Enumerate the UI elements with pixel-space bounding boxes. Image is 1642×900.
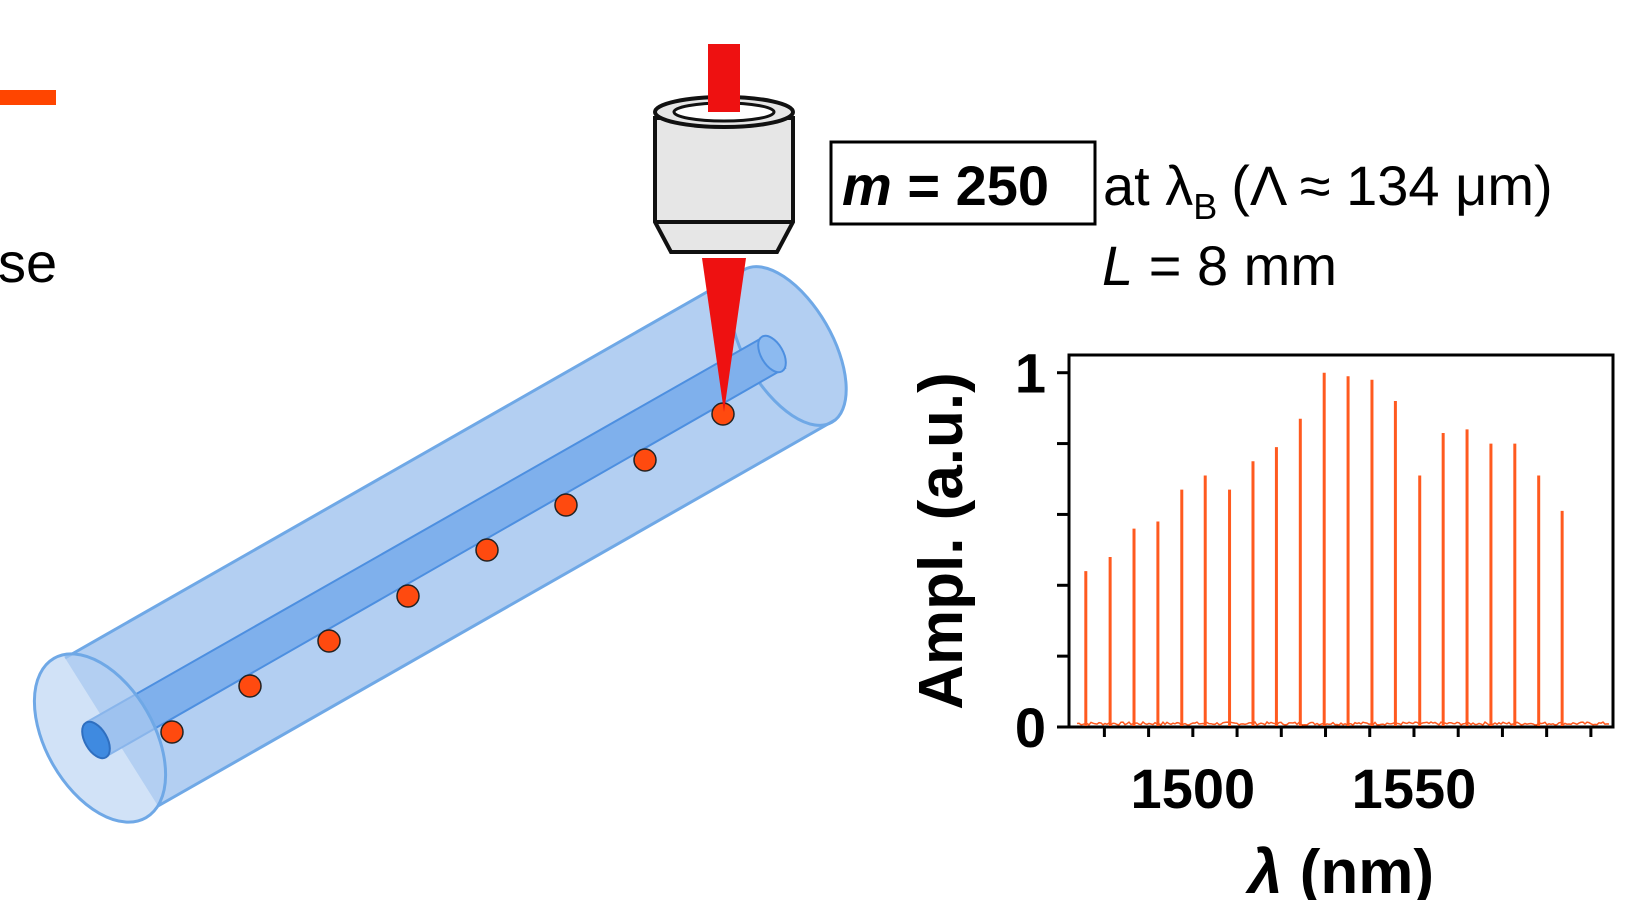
spectrum-series: [1076, 372, 1610, 726]
grating-point: [317, 629, 341, 653]
grating-point: [475, 538, 499, 562]
fiber-edge-top: [64, 270, 743, 660]
grating-length-label: L = 8 mm: [1102, 234, 1337, 297]
grating-point: [633, 448, 657, 472]
axis-ticks: [1057, 371, 1593, 737]
x-tick-label: 1500: [1131, 757, 1256, 820]
order-label: m = 250: [842, 154, 1049, 217]
fiber-core: [85, 337, 787, 759]
x-tick-label: 1550: [1352, 757, 1477, 820]
optical-fiber-icon: [32, 265, 848, 824]
x-axis-title: λ (nm): [1245, 838, 1434, 900]
fiber-core-far-end: [757, 334, 787, 374]
y-axis-title: Ampl. (a.u.): [907, 372, 976, 710]
grating-point: [238, 674, 262, 698]
fiber-edge-bottom: [157, 418, 836, 808]
spectrum-chart: 1500 1550 0 1 λ (nm) Ampl. (a.u.): [907, 342, 1615, 900]
grating-point: [160, 720, 184, 744]
objective-lens-icon: [653, 44, 795, 254]
order-box: [829, 140, 1097, 226]
plot-frame: [1067, 353, 1615, 729]
tick-labels: 1500 1550 0 1: [1015, 342, 1476, 820]
y-tick-label: 1: [1015, 342, 1046, 405]
wavelength-label: at λB (Λ ≈ 134 μm): [1103, 154, 1553, 227]
focused-beam: [702, 258, 746, 412]
fiber-core-near-end: [81, 720, 111, 760]
cropped-text-fragment: se: [0, 231, 57, 294]
grating-point: [396, 584, 420, 608]
accent-bar: [0, 90, 56, 105]
grating-point: [554, 493, 578, 517]
spectrum-baseline: [1076, 720, 1610, 726]
grating-point: [711, 402, 735, 426]
y-tick-label: 0: [1015, 696, 1046, 759]
